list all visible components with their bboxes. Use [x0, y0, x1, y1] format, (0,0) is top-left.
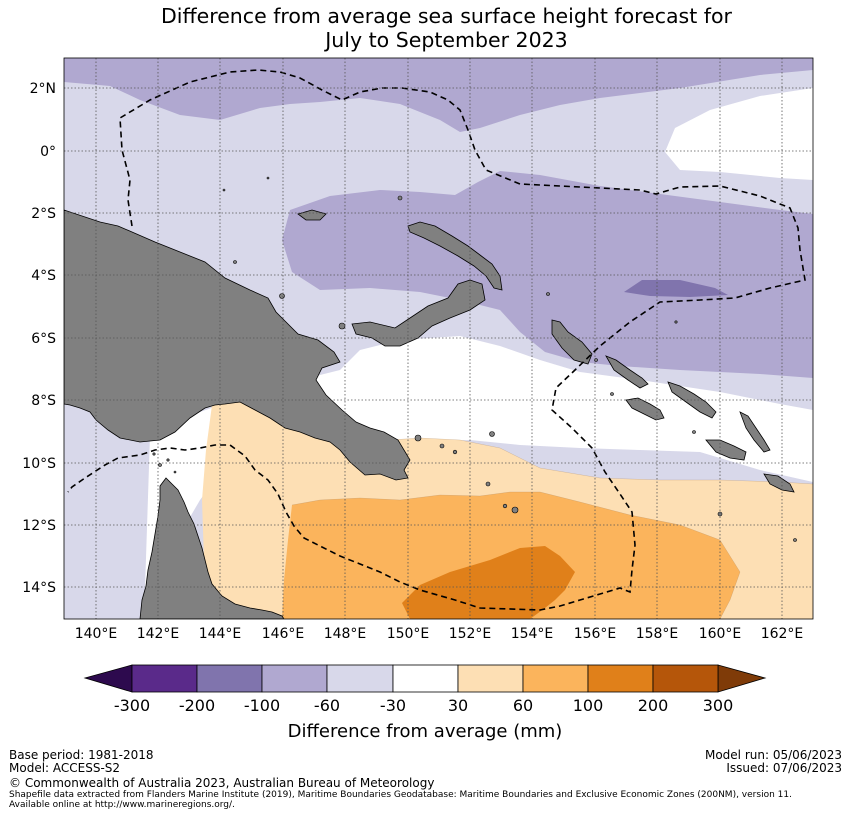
- colorbar-tick-label: 200: [638, 696, 669, 715]
- colorbar-tick-label: -100: [244, 696, 280, 715]
- lon-label: 162°E: [761, 626, 804, 642]
- graticule: [64, 58, 813, 619]
- lon-label: 144°E: [199, 626, 242, 642]
- anomaly-class-strong-negative: [624, 280, 728, 297]
- lon-label: 148°E: [324, 626, 367, 642]
- land-bougainville: [551, 319, 593, 365]
- anomaly-class-medium-negative-central: [282, 171, 813, 378]
- lat-label: 2°N: [30, 81, 56, 97]
- land-cape-york: [139, 477, 285, 619]
- colorbar-tick-label: -300: [114, 696, 150, 715]
- map-frame: [63, 57, 814, 620]
- lon-label: 154°E: [511, 626, 554, 642]
- colorbar-tick-label: -200: [179, 696, 215, 715]
- copyright-text: © Commonwealth of Australia 2023, Austra…: [9, 776, 435, 790]
- shapefile-credit-line-2: Available online at http://www.marinereg…: [9, 800, 235, 810]
- colorbar-tick-label: -30: [380, 696, 406, 715]
- land-manus: [297, 209, 327, 221]
- lat-label: 8°S: [31, 393, 56, 409]
- colorbar-segment: [261, 664, 328, 693]
- lat-label: 10°S: [22, 456, 56, 472]
- colorbar-segment: [392, 664, 459, 693]
- latitude-labels: 2°N 0° 2°S 4°S 6°S 8°S 10°S 12°S 14°S: [22, 81, 56, 596]
- land-new-guinea: [64, 209, 411, 481]
- lon-label: 156°E: [574, 626, 617, 642]
- lon-label: 152°E: [449, 626, 492, 642]
- land-choiseul: [605, 355, 649, 389]
- title-line-1: Difference from average sea surface heig…: [161, 4, 732, 28]
- colorbar-tick-label: 60: [513, 696, 533, 715]
- issued-text: Issued: 07/06/2023: [726, 761, 842, 775]
- colorbar-tick-label: 30: [448, 696, 468, 715]
- colorbar-tick-label: 300: [703, 696, 734, 715]
- lon-label: 160°E: [699, 626, 742, 642]
- eez-boundary: [67, 69, 806, 611]
- colorbar-under-arrow: [83, 664, 133, 693]
- base-period-text: Base period: 1981-2018: [9, 748, 154, 762]
- land-malaita: [739, 411, 771, 453]
- colorbar-segment: [457, 664, 524, 693]
- colorbar-over-arrow: [717, 664, 767, 693]
- colorbar-segment: [652, 664, 719, 693]
- lat-label: 2°S: [31, 206, 56, 222]
- land-makira: [763, 473, 795, 493]
- longitude-labels: 140°E 142°E 144°E 146°E 148°E 150°E 152°…: [75, 626, 804, 642]
- lon-label: 142°E: [137, 626, 180, 642]
- lon-label: 140°E: [75, 626, 118, 642]
- land-new-ireland: [407, 221, 503, 291]
- colorbar-segment: [522, 664, 589, 693]
- colorbar-segment: [326, 664, 394, 693]
- colorbar-title: Difference from average (mm): [288, 721, 563, 742]
- colorbar-tick-label: -60: [314, 696, 340, 715]
- colorbar-segment: [131, 664, 198, 693]
- anomaly-class-medium-negative-north: [64, 58, 813, 132]
- land-new-britain: [351, 279, 486, 347]
- lon-label: 146°E: [262, 626, 305, 642]
- map-area: [64, 58, 813, 619]
- colorbar-segment: [587, 664, 654, 693]
- lon-label: 158°E: [636, 626, 679, 642]
- lat-label: 12°S: [22, 518, 56, 534]
- model-text: Model: ACCESS-S2: [9, 761, 121, 775]
- colorbar-tick-label: 100: [573, 696, 604, 715]
- map-title: Difference from average sea surface heig…: [0, 4, 850, 52]
- land-guadalcanal: [705, 439, 747, 461]
- lon-label: 150°E: [387, 626, 430, 642]
- colorbar: -300 -200 -100 -60 -30 30 60 100 200 300…: [83, 664, 767, 742]
- lat-label: 4°S: [31, 268, 56, 284]
- title-line-2: July to September 2023: [325, 28, 568, 52]
- model-run-text: Model run: 05/06/2023: [704, 748, 842, 762]
- shapefile-credit-line-1: Shapefile data extracted from Flanders M…: [9, 790, 792, 800]
- colorbar-segment: [196, 664, 263, 693]
- lat-label: 14°S: [22, 580, 56, 596]
- land-small-islands: [152, 176, 797, 542]
- lat-label: 0°: [40, 144, 56, 160]
- anomaly-class-neutral-north-east: [665, 88, 813, 180]
- lat-label: 6°S: [31, 331, 56, 347]
